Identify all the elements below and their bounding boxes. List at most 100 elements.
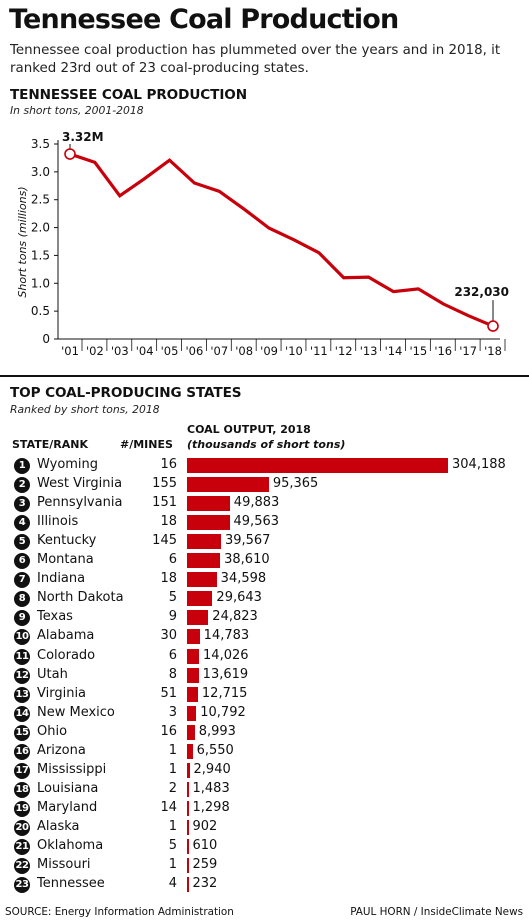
- rank-badge: 23: [14, 877, 30, 894]
- output-value-label: 232: [192, 876, 218, 892]
- rank-badge: 17: [14, 762, 30, 779]
- output-bar: [187, 648, 200, 664]
- state-row: 6 Montana 6 38,610: [0, 551, 529, 570]
- rank-badge: 19: [14, 800, 30, 817]
- x-tick-label: '06: [186, 344, 204, 358]
- state-row: 18 Louisiana 2 1,483: [0, 780, 529, 799]
- output-value-label: 8,993: [198, 723, 236, 739]
- state-name: Oklahoma: [37, 838, 104, 853]
- state-row: 14 New Mexico 3 10,792: [0, 704, 529, 723]
- mines-count: 18: [160, 514, 177, 530]
- output-bar: [187, 534, 221, 550]
- output-value-label: 14,783: [203, 628, 250, 644]
- output-bar: [187, 477, 269, 493]
- rank-badge: 8: [14, 591, 30, 608]
- credit-note: PAUL HORN / InsideClimate News: [350, 906, 523, 918]
- line-chart: Short tons (millions) 0 0.5 1.0 1.5 2.0 2.5 3.…: [16, 130, 509, 358]
- output-bar: [187, 553, 221, 569]
- state-name: Colorado: [37, 647, 96, 663]
- state-row: 17 Mississippi 1 2,940: [0, 761, 529, 780]
- annotation-last-label: 232,030: [454, 285, 509, 299]
- output-value-label: 304,188: [452, 457, 506, 472]
- output-value-label: 1,298: [192, 799, 230, 815]
- state-name: Montana: [37, 552, 94, 568]
- output-value-label: 49,883: [233, 495, 280, 511]
- x-tick-label: '13: [360, 344, 378, 358]
- x-tick-label: '11: [310, 344, 328, 358]
- output-value-label: 610: [192, 838, 218, 853]
- y-axis: 0 0.5 1.0 1.5 2.0 2.5 3.0 3.5: [31, 137, 58, 346]
- x-tick-label: '09: [260, 344, 278, 358]
- state-name: Texas: [37, 609, 73, 625]
- state-name: Indiana: [37, 571, 86, 587]
- y-tick-label: 3.0: [31, 165, 50, 179]
- output-value-label: 29,643: [216, 590, 262, 606]
- output-value-label: 13,619: [202, 666, 249, 682]
- state-name: Tennessee: [37, 876, 105, 892]
- rank-badge: 3: [14, 496, 30, 513]
- first-point-marker: [64, 148, 76, 160]
- state-row: 23 Tennessee 4 232: [0, 875, 529, 894]
- state-name: Mississippi: [37, 761, 107, 777]
- state-name: Utah: [37, 666, 68, 682]
- rank-badge: 18: [14, 781, 30, 798]
- rank-badge: 13: [14, 686, 30, 703]
- x-tick-label: '08: [235, 344, 253, 358]
- output-bar: [187, 515, 230, 531]
- x-tick-label: '16: [434, 344, 452, 358]
- x-tick-label: '07: [210, 344, 228, 358]
- output-bar: [187, 819, 189, 835]
- state-row: 21 Oklahoma 5 610: [0, 837, 529, 856]
- x-axis: '01 '02 '03 '04 '05 '06 '07 '08 '09 '10 '11 '12 '13 '…: [61, 339, 506, 358]
- mines-count: 1: [168, 818, 177, 834]
- state-row: 11 Colorado 6 14,026: [0, 647, 529, 666]
- header-output: COAL OUTPUT, 2018: [187, 423, 311, 436]
- mines-count: 16: [160, 457, 177, 472]
- output-bar: [187, 496, 230, 512]
- rank-badge: 15: [14, 724, 30, 741]
- state-name: Missouri: [37, 857, 91, 873]
- source-note: SOURCE: Energy Information Administratio…: [5, 906, 234, 918]
- state-name: Alaska: [37, 818, 80, 834]
- rank-badge: 21: [14, 839, 30, 855]
- rank-badge: 20: [14, 819, 30, 836]
- output-value-label: 1,483: [192, 780, 230, 796]
- bar-chart-title: TOP COAL-PRODUCING STATES: [10, 385, 242, 401]
- output-bar: [187, 781, 189, 797]
- state-row: 1 Wyoming 16 304,188: [0, 456, 529, 475]
- mines-count: 5: [168, 838, 177, 853]
- output-value-label: 39,567: [224, 533, 271, 549]
- x-tick-label: '10: [285, 344, 303, 358]
- state-name: Illinois: [37, 514, 79, 530]
- line-chart-title: TENNESSEE COAL PRODUCTION: [10, 87, 248, 103]
- rank-badge: 12: [14, 667, 30, 684]
- rank-badge: 9: [14, 610, 30, 627]
- output-bar: [187, 743, 193, 759]
- header-output-unit: (thousands of short tons): [187, 438, 346, 451]
- state-name: West Virginia: [37, 476, 123, 492]
- mines-count: 4: [168, 876, 177, 892]
- state-row: 19 Maryland 14 1,298: [0, 799, 529, 818]
- mines-count: 18: [160, 571, 177, 587]
- page-title: Tennessee Coal Production: [9, 4, 399, 35]
- state-name: Kentucky: [37, 533, 97, 549]
- series-line: [69, 152, 494, 328]
- y-tick-label: 2.5: [31, 193, 50, 207]
- state-row: 8 North Dakota 5 29,643: [0, 589, 529, 608]
- rank-badge: 10: [14, 629, 30, 646]
- rank-badge: 22: [14, 858, 30, 875]
- output-bar: [187, 877, 189, 893]
- output-bar: [187, 458, 448, 473]
- output-bar: [187, 610, 209, 626]
- state-row: 12 Utah 8 13,619: [0, 666, 529, 685]
- output-bar: [187, 800, 189, 816]
- output-value-label: 2,940: [193, 761, 231, 777]
- mines-count: 3: [168, 704, 177, 720]
- rank-badge: 11: [14, 648, 30, 665]
- state-name: Pennsylvania: [37, 495, 123, 511]
- annotations: 3.32M 232,030: [62, 130, 509, 332]
- state-row: 15 Ohio 16 8,993: [0, 723, 529, 742]
- output-value-label: 24,823: [212, 609, 258, 625]
- mines-count: 9: [168, 609, 177, 625]
- state-row: 3 Pennsylvania 151 49,883: [0, 494, 529, 513]
